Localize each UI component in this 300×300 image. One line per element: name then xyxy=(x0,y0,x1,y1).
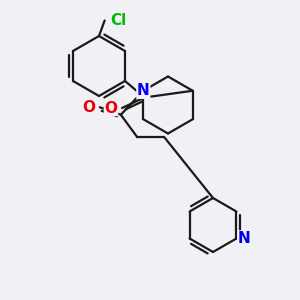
Text: Cl: Cl xyxy=(110,13,126,28)
Text: O: O xyxy=(82,100,95,115)
Text: O: O xyxy=(104,100,118,116)
Text: N: N xyxy=(137,83,150,98)
Text: N: N xyxy=(238,231,250,246)
